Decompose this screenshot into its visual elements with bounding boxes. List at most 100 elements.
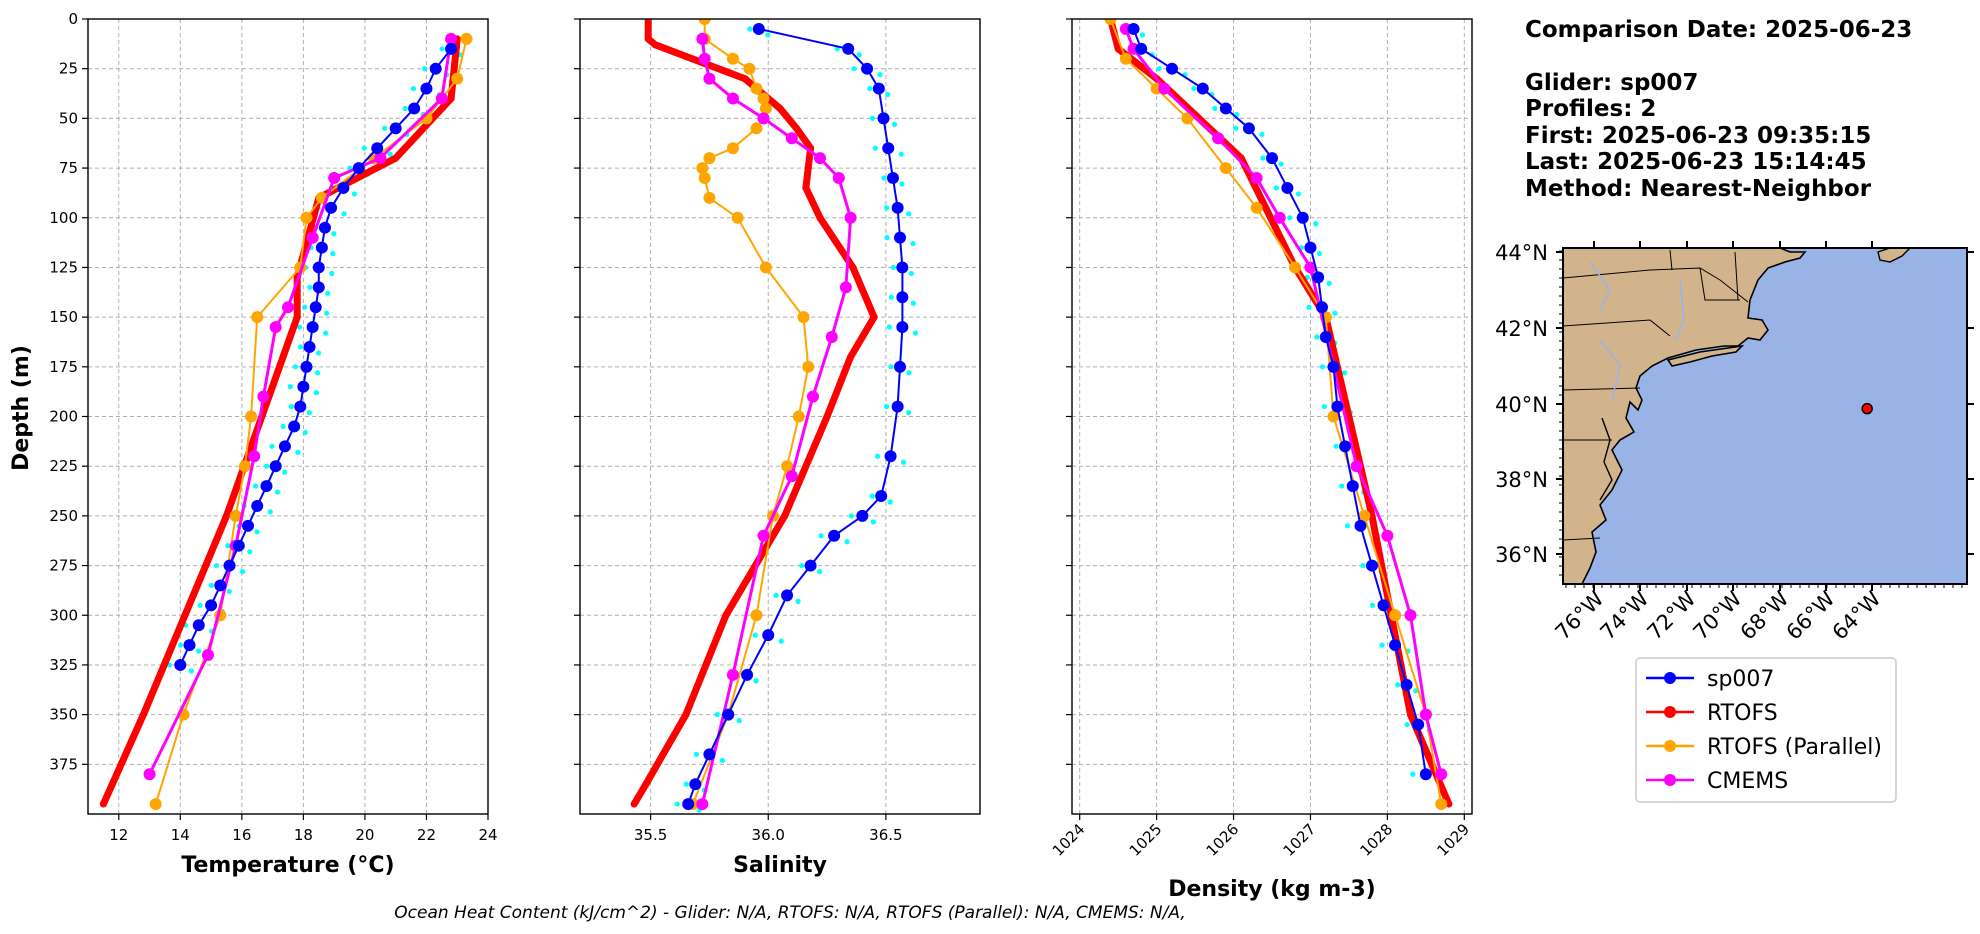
series-point-sp007 [223, 559, 236, 572]
series-point-sp007 [804, 559, 817, 572]
series-point-sp007 [300, 360, 313, 373]
series-point-rtofs [651, 41, 659, 49]
series-point-sp007 [315, 241, 328, 254]
plot-data [630, 19, 918, 813]
series-point-cmems [726, 668, 739, 681]
depth-axis-label: Depth (m) [9, 345, 34, 471]
glider-raw-point [1332, 310, 1338, 316]
glider-raw-point [851, 66, 857, 72]
glider-raw-point [1404, 721, 1410, 728]
glider-raw-point [1273, 185, 1279, 191]
profile-panels: 0 25 50 75 100 125 150 175 200 225 250 275 300 325 350… [49, 10, 1473, 860]
series-point-sp007 [1304, 241, 1317, 254]
legend-frame [1635, 657, 1897, 803]
glider-raw-point [719, 757, 726, 763]
plot-frame [87, 18, 489, 815]
series-line-cmems [700, 38, 853, 805]
series-point-sp007 [828, 529, 841, 542]
glider-raw-point [1369, 602, 1376, 608]
map-lon-label: 72°W [1643, 586, 1701, 644]
series-point-rtofs [802, 184, 810, 192]
map-frame [1562, 247, 1968, 585]
series-point-sp007 [1419, 768, 1432, 781]
glider-raw-point [1395, 682, 1401, 688]
plot-frame [1071, 18, 1473, 815]
x-tick-label: 16 [232, 826, 251, 844]
glider-raw-point [795, 598, 801, 604]
series-point-rtofs-parallel- [229, 509, 242, 522]
series-point-sp007 [722, 708, 735, 721]
glider-raw-point [906, 409, 912, 416]
glider-raw-point [382, 125, 388, 131]
series-point-rtofs-parallel- [1389, 609, 1402, 622]
glider-raw-point [213, 562, 220, 569]
series-point-rtofs [222, 512, 230, 520]
series-point-cmems [806, 390, 819, 403]
series-point-sp007 [183, 639, 196, 652]
glider-raw-point [874, 453, 881, 459]
series-point-sp007 [251, 499, 264, 512]
series-point-cmems [1350, 460, 1363, 473]
glider-raw-point [778, 638, 784, 644]
series-point-sp007 [1312, 271, 1325, 284]
glider-raw-point [736, 718, 742, 724]
map-lat-label: 42°N [1495, 317, 1548, 341]
series-point-cmems [269, 321, 282, 334]
glider-raw-point [1413, 688, 1419, 694]
series-point-rtofs-parallel- [251, 311, 264, 324]
series-point-sp007 [1166, 62, 1178, 75]
glider-raw-point [323, 330, 329, 336]
series-point-cmems [202, 649, 214, 661]
map-lon-label: 68°W [1736, 586, 1794, 644]
legend-label: RTOFS (Parallel) [1707, 735, 1882, 760]
glider-raw-point [1212, 105, 1218, 112]
glider-raw-point [1278, 161, 1284, 167]
series-point-rtofs-parallel- [759, 102, 772, 115]
temperature-axis-label: Temperature (°C) [181, 853, 394, 878]
series-point-cmems [696, 798, 709, 811]
series-point-sp007 [260, 480, 273, 493]
series-point-rtofs-parallel- [238, 460, 251, 473]
series-point-rtofs-parallel- [731, 211, 744, 224]
series-point-rtofs [741, 75, 749, 83]
series-point-sp007 [294, 400, 307, 413]
glider-raw-point [361, 145, 367, 151]
glider-raw-point [313, 390, 319, 396]
glider-raw-point [752, 632, 758, 638]
x-tick-label: 1025 [1126, 820, 1166, 860]
series-point-sp007 [420, 82, 433, 95]
glider-raw-point [816, 568, 823, 575]
glider-raw-point [1321, 403, 1327, 410]
series-point-sp007 [325, 201, 338, 214]
glider-raw-point [297, 344, 304, 350]
series-point-sp007 [1327, 360, 1340, 373]
series-point-rtofs [804, 164, 812, 172]
series-point-rtofs [1406, 711, 1414, 719]
series-point-sp007 [703, 748, 716, 761]
x-tick-label: 24 [478, 826, 497, 844]
chesapeake-bay [1599, 417, 1613, 501]
x-tick-label: 12 [109, 826, 128, 844]
series-point-cmems [1212, 132, 1225, 145]
glider-raw-point [387, 151, 393, 157]
comparison-date: Comparison Date: 2025-06-23 [1525, 17, 1912, 43]
legend-marker [1664, 672, 1676, 684]
series-point-sp007 [1242, 122, 1255, 135]
series-point-sp007 [303, 340, 316, 353]
depth-tick-label: 100 [49, 209, 78, 227]
map-lon-labels: 76°W 74°W 72°W 70°W 68°W 66°W 64°W [1551, 586, 1886, 644]
glider-raw-point [773, 592, 779, 598]
glider-raw-point [188, 668, 194, 674]
series-point-rtofs-parallel- [451, 72, 464, 85]
series-point-sp007 [1135, 42, 1148, 55]
series-point-rtofs-parallel- [460, 32, 473, 45]
glider-raw-point [1410, 771, 1416, 777]
glider-raw-point [307, 284, 313, 290]
series-point-sp007 [278, 440, 291, 453]
series-point-sp007 [842, 42, 855, 55]
series-point-cmems [839, 281, 852, 294]
series-point-sp007 [429, 62, 442, 75]
glider-raw-point [1319, 364, 1326, 370]
series-point-cmems [1435, 768, 1448, 781]
series-point-rtofs-parallel- [1250, 201, 1263, 214]
